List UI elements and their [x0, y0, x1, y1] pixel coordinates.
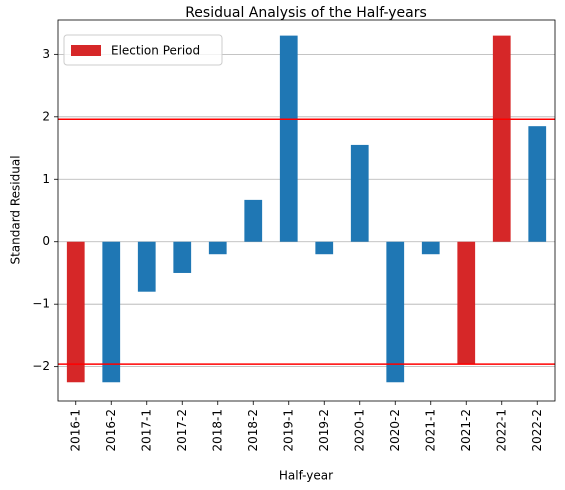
x-tick-label: 2018-2 — [246, 409, 260, 452]
x-tick-label: 2017-2 — [175, 409, 189, 452]
bar-2021-1 — [421, 241, 440, 255]
chart-title: Residual Analysis of the Half-years — [185, 5, 427, 21]
x-axis-label: Half-year — [279, 469, 333, 483]
x-tick-label: 2016-1 — [68, 409, 82, 452]
y-tick-label: −2 — [32, 359, 50, 373]
x-tick-label: 2021-1 — [423, 409, 437, 452]
y-axis: −2 −1 0 1 2 3 — [32, 47, 58, 373]
x-axis: 2016-1 2016-2 2017-1 2017-2 2018-1 2018-2 2019… — [68, 401, 544, 452]
y-tick-label: 3 — [42, 47, 50, 61]
threshold-lines — [58, 118, 555, 365]
bar-2017-1 — [137, 241, 156, 292]
legend-swatch-election — [71, 45, 101, 56]
bar-2020-1 — [350, 144, 369, 242]
x-tick-label: 2021-2 — [459, 409, 473, 452]
grid-lines — [58, 53, 555, 368]
x-tick-label: 2017-1 — [139, 409, 153, 452]
bar-2018-1 — [208, 241, 227, 255]
x-tick-label: 2020-2 — [388, 409, 402, 452]
y-tick-label: 2 — [42, 109, 50, 123]
legend-label-election: Election Period — [111, 44, 200, 58]
x-tick-label: 2022-1 — [494, 409, 508, 452]
plot-frame — [57, 19, 556, 402]
bar-2019-1 — [279, 35, 298, 242]
bar-2022-2 — [528, 126, 547, 242]
y-tick-label: 1 — [42, 172, 50, 186]
bar-2020-2 — [386, 241, 405, 383]
x-tick-label: 2020-1 — [352, 409, 366, 452]
x-tick-label: 2019-1 — [281, 409, 295, 452]
legend: Election Period — [63, 34, 223, 66]
bar-2018-2 — [244, 199, 263, 242]
bar-2017-2 — [173, 241, 192, 273]
bar-2019-2 — [315, 241, 334, 255]
y-axis-label: Standard Residual — [9, 155, 23, 264]
bars — [66, 35, 547, 383]
bar-2016-2 — [102, 241, 121, 383]
legend-box — [63, 34, 223, 66]
bar-2022-1 — [492, 35, 511, 242]
bar-2021-2 — [457, 241, 476, 364]
y-tick-label: −1 — [32, 297, 50, 311]
y-tick-label: 0 — [42, 234, 50, 248]
x-tick-label: 2018-1 — [210, 409, 224, 452]
bar-2016-1 — [66, 241, 85, 383]
x-tick-label: 2016-2 — [104, 409, 118, 452]
x-tick-label: 2022-2 — [530, 409, 544, 452]
x-tick-label: 2019-2 — [317, 409, 331, 452]
